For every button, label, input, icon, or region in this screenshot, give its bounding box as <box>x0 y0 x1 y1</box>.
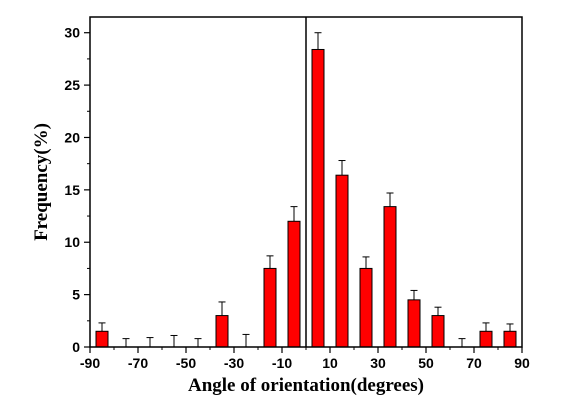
y-tick-label: 25 <box>64 77 80 93</box>
error-bars-layer <box>98 32 514 347</box>
bar <box>263 267 277 348</box>
x-tick-label: -10 <box>272 355 292 371</box>
bar <box>335 174 349 348</box>
tick-labels-layer: -90 -70 -50 -30 -10 10 30 50 70 90 0 5 10 15 20 25 30 <box>64 25 530 371</box>
bar <box>287 220 301 348</box>
x-tick-label: 70 <box>466 355 482 371</box>
bar <box>503 330 517 348</box>
y-tick-label: 15 <box>64 182 80 198</box>
bar <box>215 315 229 348</box>
bar <box>359 267 373 348</box>
bar <box>407 299 421 348</box>
x-tick-label: -50 <box>176 355 196 371</box>
ticks-layer <box>84 32 523 353</box>
y-tick-label: 30 <box>64 25 80 41</box>
y-tick-label: 5 <box>72 287 80 303</box>
bar <box>95 330 109 348</box>
y-axis-title: Frequency(%) <box>31 123 52 241</box>
y-tick-label: 0 <box>72 339 80 355</box>
bar <box>383 206 397 348</box>
x-tick-label: -30 <box>224 355 244 371</box>
bar <box>431 315 445 348</box>
x-tick-label: -70 <box>128 355 148 371</box>
x-tick-label: 90 <box>514 355 530 371</box>
y-tick-label: 20 <box>64 129 80 145</box>
bar <box>479 330 493 348</box>
x-tick-label: 50 <box>418 355 434 371</box>
x-tick-label: -90 <box>80 355 100 371</box>
bars-layer <box>95 48 517 348</box>
y-tick-label: 10 <box>64 234 80 250</box>
x-tick-label: 10 <box>322 355 338 371</box>
x-axis-title: Angle of orientation(degrees) <box>188 375 424 396</box>
x-tick-label: 30 <box>370 355 386 371</box>
bar <box>311 48 325 348</box>
